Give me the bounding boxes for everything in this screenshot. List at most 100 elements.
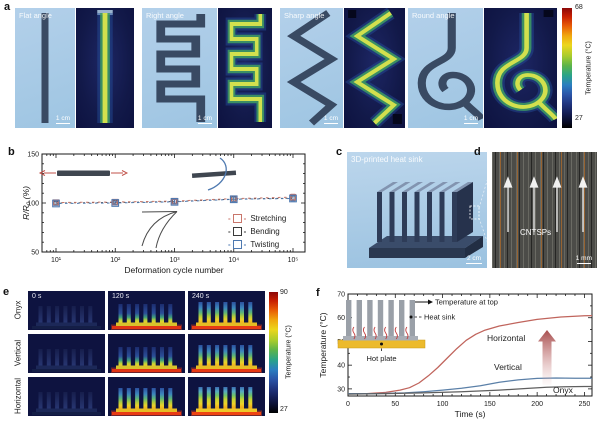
legend-row-stretching: - - Stretching bbox=[228, 214, 287, 223]
svg-text:Deformation cycle number: Deformation cycle number bbox=[124, 265, 223, 275]
cntsp-annotation: CNTSPs bbox=[520, 228, 552, 237]
round-angle-shape bbox=[408, 8, 483, 128]
thermal-vertical-240s bbox=[188, 334, 265, 373]
panel-b-label: b bbox=[8, 146, 15, 158]
scale-bar: 1 mm bbox=[576, 255, 592, 264]
flat-angle-caption: Flat angle bbox=[19, 11, 52, 20]
sharp-angle-caption: Sharp angle bbox=[284, 11, 325, 20]
round-angle-thermal-shape bbox=[484, 8, 557, 128]
curve-label-horizontal: Horizontal bbox=[487, 333, 526, 343]
row-label-vertical: Vertical bbox=[13, 339, 23, 367]
time-label: 240 s bbox=[192, 293, 210, 300]
thermal-horizontal-120s bbox=[108, 377, 185, 416]
scale-bar: 1 cm bbox=[464, 115, 478, 124]
panel-f-label: f bbox=[316, 287, 320, 299]
fiber-texture bbox=[492, 152, 597, 268]
zoom-connector bbox=[469, 153, 496, 265]
colorbar-a-label: Temperature (°C) bbox=[585, 41, 593, 95]
right-angle-caption: Right angle bbox=[146, 11, 184, 20]
thermal-onyx-0s: 0 s bbox=[28, 291, 105, 330]
thermal-onyx-240s: 240 s bbox=[188, 291, 265, 330]
right-angle-thermal-shape bbox=[218, 8, 272, 128]
copper-fiber-line bbox=[541, 152, 543, 268]
round-angle-thermal-image bbox=[484, 8, 557, 128]
sharp-angle-shape bbox=[280, 8, 343, 128]
curve-label-vertical: Vertical bbox=[494, 362, 522, 372]
pointer-arrow-icon bbox=[428, 299, 433, 305]
temperature-colorbar-e bbox=[269, 292, 278, 413]
flat-angle-thermal-image bbox=[76, 8, 134, 128]
panel-a-label: a bbox=[4, 1, 11, 13]
svg-text:50: 50 bbox=[31, 250, 39, 257]
thermal-onyx-120s: 120 s bbox=[108, 291, 185, 330]
svg-text:100: 100 bbox=[27, 201, 39, 208]
svg-text:250: 250 bbox=[579, 401, 591, 408]
svg-text:60: 60 bbox=[337, 315, 345, 322]
heatsink-photo: 3D-printed heat sink 2 cm bbox=[347, 152, 487, 268]
curve-label-onyx: Onyx bbox=[553, 385, 573, 395]
alignment-arrows bbox=[503, 176, 588, 232]
sink-fins bbox=[346, 300, 415, 336]
right-angle-photo: Right angle 1 cm bbox=[142, 8, 217, 128]
svg-text:70: 70 bbox=[337, 292, 345, 299]
svg-text:10¹: 10¹ bbox=[51, 257, 62, 264]
thermal-vertical-120s bbox=[108, 334, 185, 373]
temperature-at-top-label: Temperature at top bbox=[435, 298, 498, 307]
svg-text:0: 0 bbox=[346, 401, 350, 408]
scale-bar: 2 cm bbox=[466, 255, 482, 264]
svg-text:40: 40 bbox=[337, 363, 345, 370]
panel-d-label: d bbox=[474, 146, 481, 158]
scale-bar: 1 cm bbox=[56, 115, 70, 124]
thermal-horizontal-240s bbox=[188, 377, 265, 416]
panel-c-label: c bbox=[336, 146, 343, 158]
sharp-angle-thermal-shape bbox=[348, 8, 402, 128]
svg-text:10³: 10³ bbox=[169, 257, 180, 264]
svg-text:R/R₀ (%): R/R₀ (%) bbox=[21, 186, 31, 220]
cntsp-micrograph: CNTSPs 1 mm bbox=[492, 152, 597, 268]
temperature-chart: 3040506070050100150200250Time (s)Tempera… bbox=[318, 292, 593, 419]
svg-text:10⁴: 10⁴ bbox=[228, 257, 239, 264]
copper-fiber-line bbox=[517, 152, 519, 268]
stretching-marker bbox=[232, 214, 242, 223]
legend-row-twisting: - - Twisting bbox=[228, 240, 280, 249]
twisting-marker bbox=[232, 240, 242, 249]
twisting-illustration bbox=[191, 157, 237, 191]
colorbar-e-label: Temperature (°C) bbox=[285, 325, 293, 379]
svg-text:50: 50 bbox=[391, 401, 399, 408]
right-angle-thermal-image bbox=[218, 8, 272, 128]
svg-text:Time (s): Time (s) bbox=[455, 409, 486, 419]
colorbar-a-max: 68 bbox=[575, 4, 583, 11]
svg-text:30: 30 bbox=[337, 386, 345, 393]
heatsink-schematic: Temperature at top Heat sink Hot plate bbox=[337, 298, 498, 363]
round-angle-photo: Round angle 1 cm bbox=[408, 8, 483, 128]
svg-text:200: 200 bbox=[531, 401, 543, 408]
svg-text:10²: 10² bbox=[110, 257, 121, 264]
time-label: 0 s bbox=[32, 293, 42, 300]
row-label-onyx: Onyx bbox=[13, 300, 23, 320]
scale-bar: 1 cm bbox=[198, 115, 212, 124]
time-label: 120 s bbox=[112, 293, 130, 300]
temperature-colorbar-a bbox=[562, 8, 572, 128]
chart-b-legend: - - Stretching - - Bending - - Twisting bbox=[226, 212, 286, 251]
heat-sink-label: Heat sink bbox=[424, 313, 456, 322]
panel-e-label: e bbox=[3, 286, 10, 298]
sharp-angle-photo: Sharp angle 1 cm bbox=[280, 8, 343, 128]
heatsink-drawing bbox=[369, 182, 483, 258]
bending-illustration bbox=[141, 211, 178, 249]
svg-text:Temperature (°C): Temperature (°C) bbox=[318, 312, 328, 377]
bending-marker bbox=[232, 227, 242, 236]
legend-row-bending: - - Bending bbox=[228, 227, 280, 236]
right-angle-shape bbox=[142, 8, 217, 128]
svg-text:10⁵: 10⁵ bbox=[288, 257, 299, 264]
thermal-vertical-0s bbox=[28, 334, 105, 373]
deformation-chart: 50 100 150 10¹ 10² 10³ 10⁴ 10⁵ Deformation cycle… bbox=[21, 152, 306, 275]
svg-text:150: 150 bbox=[27, 152, 39, 159]
svg-text:100: 100 bbox=[437, 401, 449, 408]
flat-angle-photo: Flat angle 1 cm bbox=[15, 8, 75, 128]
heat-waves bbox=[352, 326, 409, 340]
scale-bar: 1 cm bbox=[324, 115, 338, 124]
heatsink-photo-title: 3D-printed heat sink bbox=[351, 155, 423, 164]
stretching-illustration bbox=[38, 170, 129, 176]
round-angle-caption: Round angle bbox=[412, 11, 455, 20]
hot-plate-label: Hot plate bbox=[366, 354, 396, 363]
